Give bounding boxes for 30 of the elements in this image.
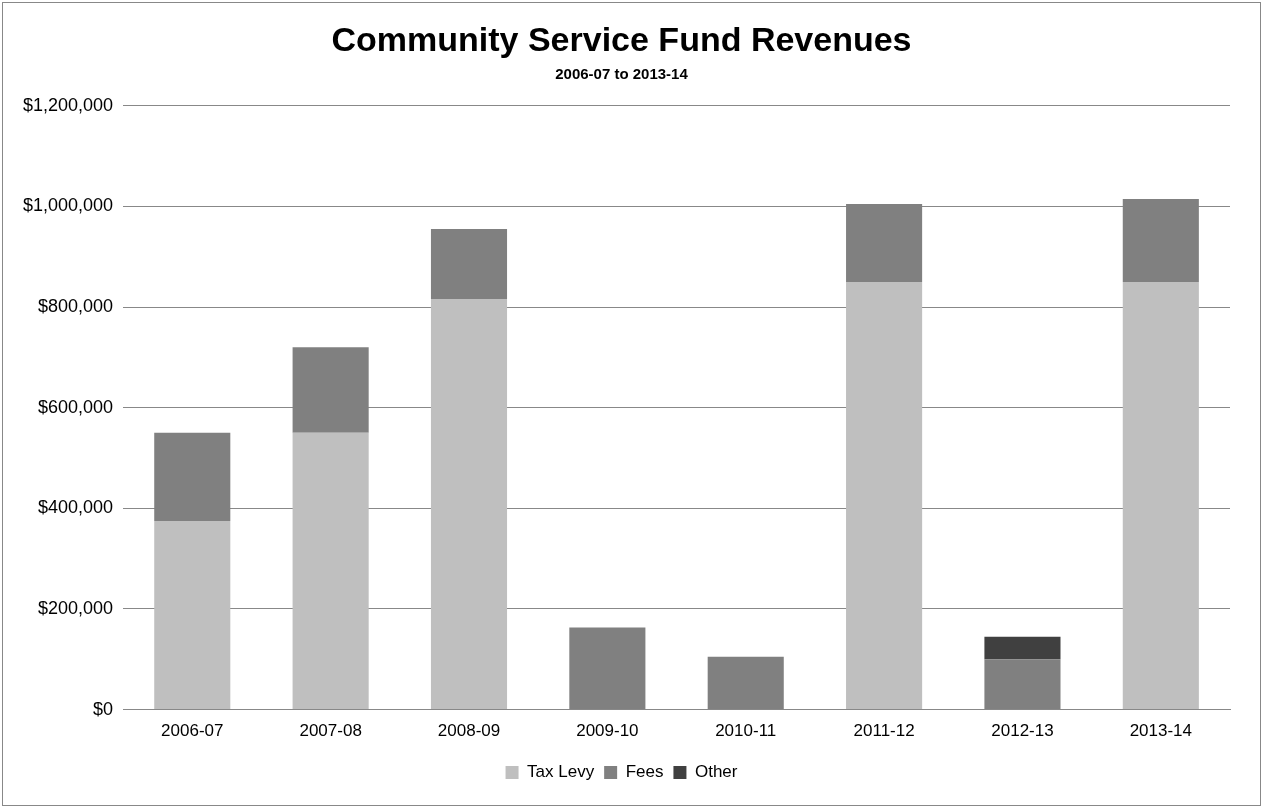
bar — [154, 520, 231, 710]
x-tick-label: 2012-13 — [991, 721, 1054, 741]
legend-label: Other — [694, 762, 738, 782]
x-tick-label: 2009-10 — [576, 721, 639, 741]
x-tick-label: 2010-11 — [715, 721, 777, 741]
y-tick-label: $1,200,000 — [22, 94, 114, 115]
y-tick-label: $0 — [93, 698, 114, 719]
legend-label: Fees — [625, 762, 664, 782]
bar — [430, 299, 508, 710]
legend-label: Tax Levy — [527, 762, 595, 782]
x-tick-label: 2011-12 — [853, 721, 915, 741]
y-tick-label: $600,000 — [38, 396, 114, 417]
x-tick-label: 2008-09 — [437, 721, 501, 741]
chart-subtitle: 2006-07 to 2013-14 — [555, 64, 689, 82]
bar — [430, 229, 508, 300]
x-tick-label: 2006-07 — [161, 721, 224, 741]
bar — [569, 627, 646, 710]
y-tick-label: $400,000 — [38, 497, 114, 518]
y-tick-label: $200,000 — [38, 597, 114, 618]
chart-title: Community Service Fund Revenues — [331, 19, 912, 58]
bar — [707, 656, 784, 710]
bar — [846, 281, 923, 710]
x-tick-label: 2007-08 — [299, 721, 362, 741]
bar — [292, 432, 369, 710]
y-tick-label: $800,000 — [38, 296, 114, 317]
bar — [1122, 281, 1199, 710]
x-tick-label: 2013-14 — [1129, 721, 1193, 741]
bar — [984, 636, 1061, 660]
bar — [984, 659, 1061, 710]
y-tick-label: $1,000,000 — [22, 195, 114, 216]
